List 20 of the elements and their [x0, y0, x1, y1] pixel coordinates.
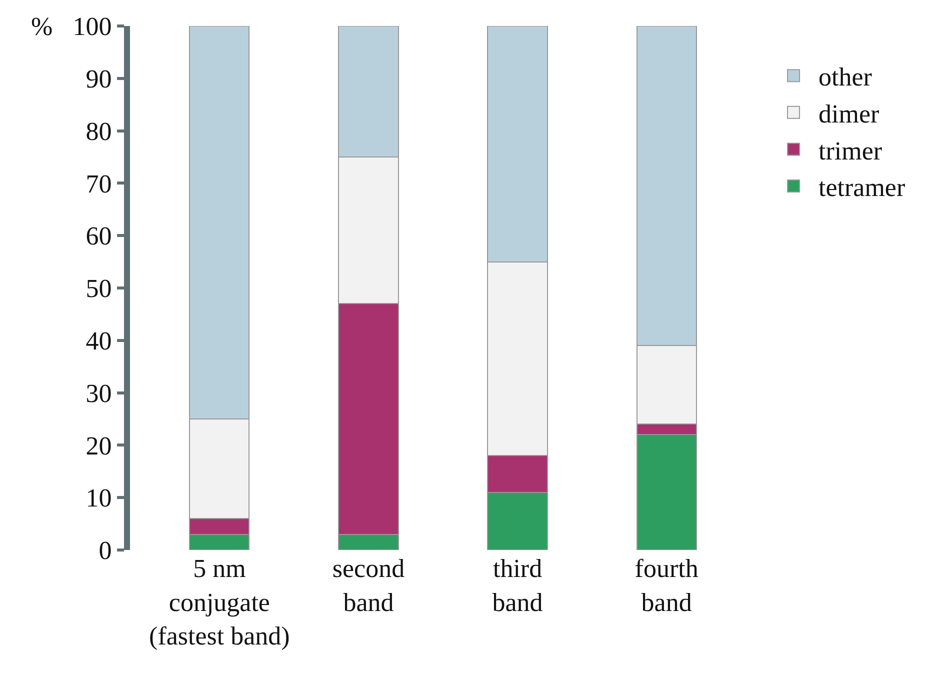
- y-tick-label: 20: [86, 431, 112, 460]
- y-tick-label: 10: [86, 484, 112, 513]
- legend-label: other: [818, 62, 872, 92]
- y-axis-title: %: [31, 12, 53, 41]
- y-tick-label: 70: [86, 169, 112, 198]
- y-tick-label: 50: [86, 274, 112, 304]
- x-tick-label: second band: [332, 554, 405, 617]
- y-tick-label: 60: [86, 222, 112, 251]
- y-tick-label: 100: [72, 12, 112, 42]
- x-tick-label: third band: [492, 554, 543, 617]
- x-tick-label: fourth band: [634, 554, 698, 617]
- legend-label: trimer: [818, 136, 882, 166]
- y-tick-label: 0: [98, 536, 112, 566]
- x-tick-label: 5 nm conjugate (fastest band): [149, 554, 290, 651]
- legend-label: tetramer: [818, 173, 906, 202]
- y-tick-label: 90: [86, 64, 112, 94]
- y-tick-label: 40: [86, 326, 112, 356]
- legend-label: dimer: [818, 100, 880, 129]
- y-tick-label: 80: [86, 116, 112, 146]
- y-tick-label: 30: [86, 378, 112, 408]
